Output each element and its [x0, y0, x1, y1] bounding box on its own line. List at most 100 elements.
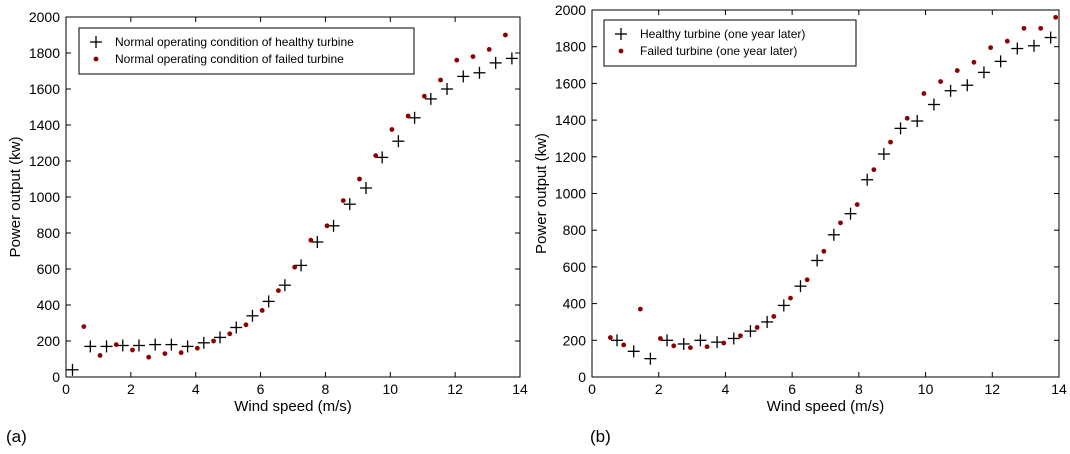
y-tick-label: 400	[37, 297, 61, 313]
data-point-dot	[340, 198, 346, 204]
data-point-plus	[977, 66, 990, 79]
x-tick-label: 14	[512, 381, 528, 397]
y-tick-label: 2000	[555, 2, 586, 18]
data-point-dot	[854, 202, 860, 207]
data-point-dot	[259, 308, 265, 313]
data-point-plus	[944, 84, 957, 97]
chart-panel-a: 0 2 4 6 8 10 12 14 0 200 400 600 800 1000 1200 1400 1600…	[6, 9, 528, 446]
data-point-plus	[761, 315, 774, 328]
legend-label: Normal operating condition of failed tur…	[115, 52, 344, 66]
data-point-dot	[671, 343, 677, 349]
data-point-plus	[327, 219, 340, 232]
data-point-dot	[178, 350, 184, 356]
x-tick-label: 8	[322, 381, 330, 397]
y-tick-label: 200	[563, 332, 587, 348]
legend: Normal operating condition of healthy tu…	[78, 27, 415, 75]
panel-label: (b)	[590, 427, 611, 446]
data-point-plus	[661, 334, 674, 347]
data-point-dot	[938, 79, 943, 84]
y-tick-label: 1200	[555, 149, 586, 165]
y-tick-label: 1800	[555, 39, 586, 55]
y-tick-label: 1400	[555, 112, 586, 128]
y-tick-label: 200	[37, 333, 61, 349]
data-point-plus	[627, 345, 640, 358]
y-tick-label: 800	[563, 222, 587, 238]
data-point-plus	[100, 340, 113, 353]
data-point-plus	[457, 70, 470, 83]
data-point-plus	[827, 228, 840, 241]
chart-panel-b: 0 2 4 6 8 10 12 14 0 200 400 600 800 1000 1200 1400 1600…	[533, 2, 1067, 446]
panel-label: (a)	[6, 427, 27, 446]
data-point-plus	[84, 340, 97, 353]
y-axis-label: Power output (kw)	[533, 133, 550, 254]
legend-marker-plus	[615, 28, 627, 40]
data-point-dot	[771, 314, 777, 319]
data-point-dot	[308, 237, 314, 243]
x-tick-label: 4	[192, 381, 200, 397]
x-tick-label: 10	[918, 381, 934, 397]
data-point-dot	[438, 77, 443, 83]
data-point-dot	[1021, 25, 1027, 31]
data-point-dot	[821, 248, 827, 254]
data-point-dot	[921, 91, 927, 96]
data-point-plus	[278, 279, 291, 292]
x-tick-label: 6	[257, 381, 265, 397]
data-point-plus	[489, 56, 502, 69]
data-point-plus	[343, 198, 356, 211]
data-point-dot	[113, 342, 119, 347]
legend: Healthy turbine (one year later) Failed t…	[603, 19, 857, 67]
legend-marker-dot	[93, 56, 99, 62]
data-point-dot	[657, 336, 663, 341]
data-point-plus	[214, 331, 227, 344]
data-point-dot	[470, 54, 476, 59]
data-point-plus	[392, 135, 405, 148]
data-point-dot	[637, 306, 643, 312]
legend-box	[603, 19, 857, 67]
legend-marker-plus	[90, 36, 102, 48]
data-point-plus	[711, 336, 724, 349]
data-point-dot	[454, 57, 460, 63]
data-point-plus	[927, 98, 940, 111]
data-point-dot	[1053, 14, 1059, 20]
data-point-plus	[961, 79, 974, 92]
data-point-dot	[97, 353, 103, 358]
data-point-plus	[197, 336, 210, 349]
data-point-plus	[408, 111, 421, 124]
data-point-dot	[988, 45, 994, 51]
data-point-dot	[162, 351, 168, 356]
data-point-plus	[677, 337, 690, 350]
x-tick-label: 14	[1051, 381, 1067, 397]
data-point-dot	[130, 347, 135, 353]
data-point-plus	[644, 352, 657, 365]
data-point-dot	[405, 113, 411, 119]
data-point-plus	[359, 182, 372, 194]
y-tick-label: 1000	[29, 189, 60, 205]
y-axis-label: Power output (kw)	[7, 137, 24, 258]
data-point-plus	[1044, 31, 1057, 44]
data-point-plus	[441, 83, 454, 95]
data-point-dot	[486, 47, 492, 52]
data-point-dot	[1038, 25, 1044, 31]
x-axis-label: Wind speed (m/s)	[234, 398, 352, 415]
series-plus	[611, 31, 1057, 365]
y-tick-label: 1000	[555, 186, 586, 202]
data-point-dot	[276, 288, 281, 293]
y-tick-label: 1400	[29, 117, 60, 133]
x-tick-label: 0	[588, 381, 596, 397]
x-tick-label: 2	[127, 381, 135, 397]
data-point-plus	[811, 254, 824, 267]
data-point-dot	[146, 354, 152, 360]
x-tick-label: 6	[788, 381, 796, 397]
series-plus	[66, 52, 518, 376]
data-point-dot	[211, 338, 216, 344]
data-point-dot	[904, 115, 910, 121]
data-point-plus	[694, 334, 707, 347]
data-point-plus	[165, 338, 178, 351]
data-point-dot	[227, 331, 233, 337]
data-point-plus	[262, 295, 275, 308]
data-point-plus	[861, 173, 874, 186]
data-point-dot	[738, 333, 743, 339]
data-point-dot	[871, 167, 877, 173]
y-tick-label: 800	[37, 225, 61, 241]
